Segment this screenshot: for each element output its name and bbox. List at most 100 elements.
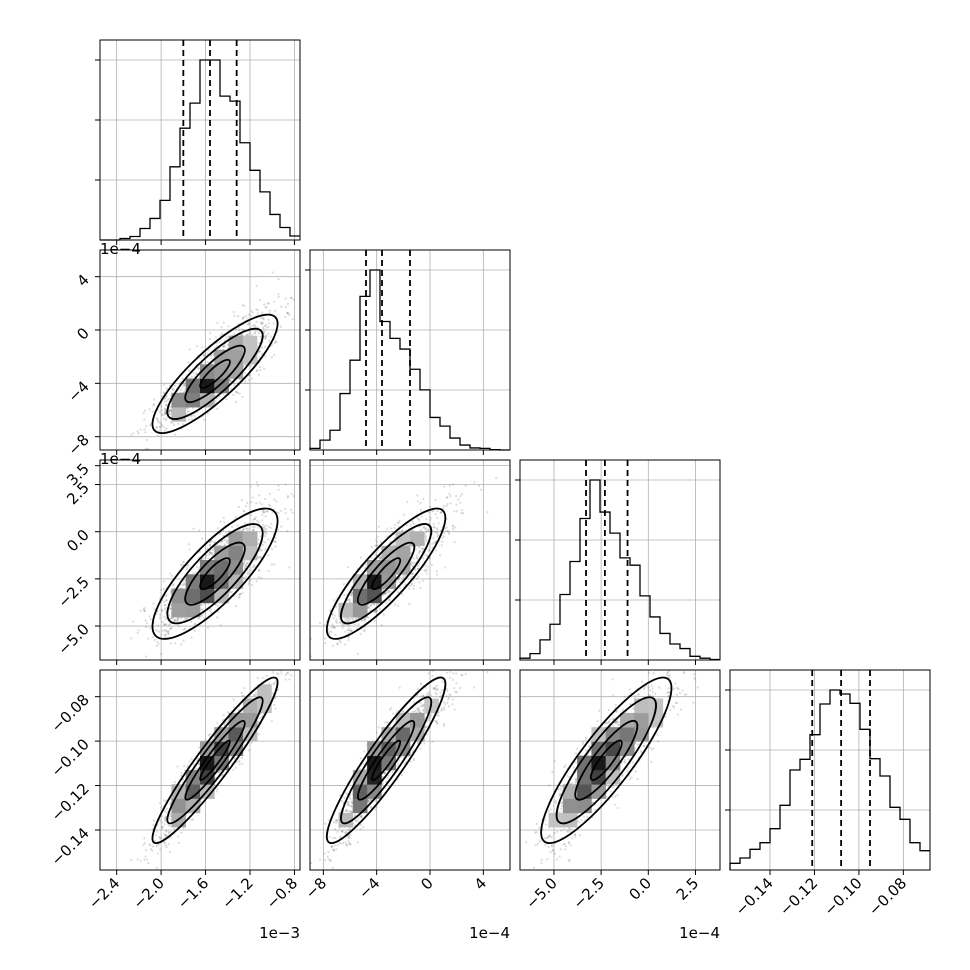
scatter-point: [238, 596, 241, 599]
scatter-point: [251, 325, 254, 328]
scatter-point: [225, 398, 228, 401]
scatter-point: [423, 568, 427, 572]
scatter-point: [261, 502, 264, 506]
scatter-point: [257, 330, 260, 333]
scatter-point: [221, 345, 225, 348]
scatter-point: [182, 383, 186, 386]
scatter-point: [416, 564, 420, 567]
scatter-point: [318, 621, 322, 625]
scatter-point: [161, 620, 164, 623]
scatter-point: [149, 627, 152, 630]
scatter-point: [147, 637, 150, 640]
scatter-point: [486, 511, 489, 514]
scatter-point: [165, 387, 168, 390]
scatter-point: [181, 377, 185, 380]
scatter-point: [163, 413, 167, 416]
scatter-point: [292, 298, 295, 301]
scatter-point: [419, 586, 422, 589]
scatter-point: [256, 309, 259, 312]
scatter-point: [143, 409, 146, 412]
scatter-point: [405, 524, 409, 527]
scatter-point: [262, 317, 265, 320]
scatter-point: [243, 304, 246, 307]
scatter-point: [177, 841, 180, 845]
scatter-point: [270, 356, 273, 359]
scatter-point: [240, 333, 243, 336]
scatter-point: [264, 335, 267, 338]
scatter-point: [190, 375, 193, 379]
scatter-point: [273, 563, 276, 566]
scatter-point: [254, 330, 257, 333]
scatter-point: [266, 510, 269, 513]
scatter-point: [173, 618, 177, 622]
scatter-point: [130, 858, 133, 861]
density-cell: [185, 574, 201, 589]
scatter-point: [223, 538, 226, 541]
scatter-point: [163, 608, 166, 611]
scatter-point: [241, 304, 244, 307]
scatter-point: [247, 581, 251, 584]
density-cell: [171, 602, 187, 618]
scatter-point: [180, 643, 183, 646]
scatter-point: [258, 331, 261, 335]
scatter-point: [160, 608, 164, 612]
scatter-point: [164, 617, 168, 620]
scatter-point: [167, 398, 170, 401]
scatter-point: [387, 589, 391, 592]
scatter-point: [143, 606, 146, 610]
scatter-point: [263, 526, 266, 529]
scatter-point: [289, 674, 293, 677]
scatter-point: [334, 614, 337, 617]
scatter-point: [310, 655, 313, 658]
scatter-point: [240, 499, 243, 502]
scatter-point: [169, 830, 173, 834]
scatter-point: [443, 531, 446, 535]
scatter-point: [136, 631, 139, 634]
scatter-point: [257, 373, 260, 376]
scatter-point: [279, 509, 282, 513]
y-tick-label-1-0: −8: [64, 431, 92, 459]
scatter-point: [246, 317, 249, 320]
scatter-point: [416, 494, 419, 497]
scatter-point: [237, 328, 240, 331]
scatter-point: [417, 517, 420, 521]
scatter-point: [353, 623, 357, 626]
scatter-point: [162, 588, 166, 591]
scatter-point: [147, 861, 150, 865]
scatter-point: [137, 432, 140, 435]
scatter-point: [343, 630, 347, 633]
scatter-point: [216, 321, 219, 324]
scatter-point: [407, 587, 410, 590]
scatter-point: [356, 652, 359, 655]
scatter-point: [163, 629, 166, 632]
scatter-point: [262, 510, 265, 514]
scatter-point: [193, 629, 196, 632]
scatter-point: [174, 642, 177, 645]
scatter-point: [436, 509, 439, 512]
scatter-point: [436, 535, 439, 538]
scatter-point: [234, 390, 238, 393]
scatter-point: [419, 529, 422, 532]
scatter-point: [253, 324, 256, 327]
scatter-point: [130, 637, 133, 640]
scatter-point: [286, 302, 290, 305]
scatter-point: [160, 405, 163, 408]
scatter-point: [274, 545, 277, 548]
scatter-point: [136, 430, 139, 433]
scatter-point: [250, 741, 254, 744]
scatter-point: [422, 497, 425, 501]
scatter-point: [268, 505, 272, 508]
scatter-point: [419, 508, 423, 511]
scatter-point: [397, 521, 400, 524]
scatter-point: [259, 317, 263, 320]
scatter-point: [192, 371, 195, 375]
scatter-point: [424, 527, 427, 530]
scatter-point: [144, 619, 147, 622]
scatter-point: [193, 623, 196, 626]
scatter-point: [187, 418, 191, 421]
scatter-point: [240, 328, 243, 331]
scatter-point: [155, 426, 158, 429]
scatter-point: [176, 765, 179, 768]
scatter-point: [245, 333, 248, 336]
